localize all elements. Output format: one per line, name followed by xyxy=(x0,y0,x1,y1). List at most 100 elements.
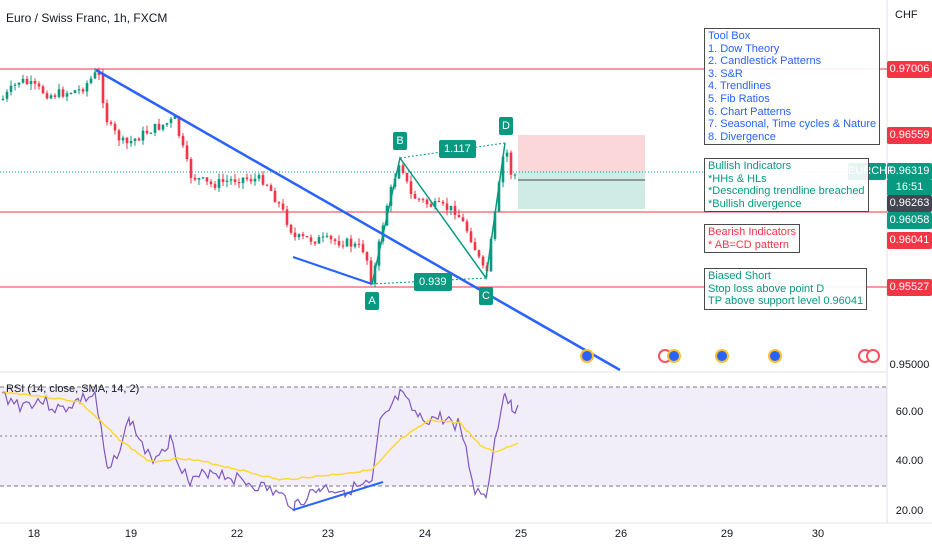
candle-body xyxy=(493,211,497,239)
candle-body xyxy=(237,182,241,184)
candle-body xyxy=(85,82,89,92)
descending-trendline xyxy=(95,68,621,372)
time-label: 29 xyxy=(720,528,734,540)
bullish-item: *Bullish divergence xyxy=(708,197,802,210)
eu-flag-icon[interactable] xyxy=(715,349,729,363)
candle-body xyxy=(421,199,425,201)
price-tick-095000: 0.95000 xyxy=(889,359,930,371)
candle-body xyxy=(121,137,125,141)
candle-body xyxy=(29,81,33,85)
candle-body xyxy=(25,78,29,85)
candle-body xyxy=(9,85,13,92)
candle-body xyxy=(45,93,49,99)
bias-item: Stop loss above point D xyxy=(708,282,825,295)
candle-body xyxy=(209,181,213,185)
ratio-ab-label: 0.939 xyxy=(414,273,452,291)
candle-body xyxy=(345,238,349,247)
toolbox-item: 3. S&R xyxy=(708,67,743,80)
candle-body xyxy=(293,232,297,238)
candle-body xyxy=(309,237,313,242)
candle-body xyxy=(477,250,481,257)
candle-body xyxy=(413,193,417,199)
candle-body xyxy=(249,179,253,182)
candle-body xyxy=(41,86,45,94)
candle-body xyxy=(373,265,377,284)
candle-body xyxy=(397,165,401,179)
ch-flag-icon[interactable] xyxy=(866,349,880,363)
candle-body xyxy=(101,75,105,104)
candle-body xyxy=(137,138,141,141)
rsi-tick-60: 60.00 xyxy=(895,406,924,418)
candle-body xyxy=(505,152,509,157)
candle-body xyxy=(433,201,437,207)
candle-body xyxy=(297,234,301,238)
candle-body xyxy=(457,214,461,218)
time-label: 23 xyxy=(321,528,335,540)
bullish-note[interactable]: Bullish Indicators *HHs & HLs *Descendin… xyxy=(704,158,869,213)
candle-body xyxy=(341,245,345,247)
candle-body xyxy=(89,78,93,83)
price-tag-095527: 0.95527 xyxy=(887,279,932,296)
candle-body xyxy=(277,202,281,204)
candle-body xyxy=(321,236,325,238)
candle-body xyxy=(269,185,273,191)
candle-body xyxy=(113,123,117,131)
candle-body xyxy=(65,93,69,97)
candle-body xyxy=(157,123,161,130)
eu-flag-icon[interactable] xyxy=(667,349,681,363)
toolbox-item: 6. Chart Patterns xyxy=(708,105,792,118)
candle-body xyxy=(417,198,421,200)
candle-body xyxy=(437,201,441,203)
candle-body xyxy=(141,130,145,141)
candle-body xyxy=(253,178,257,182)
take-profit-zone xyxy=(518,171,645,209)
candle-body xyxy=(261,175,265,185)
candle-body xyxy=(241,177,245,184)
candle-body xyxy=(93,72,97,79)
candle-body xyxy=(349,238,353,247)
price-tag-096263: 0.96263 xyxy=(887,195,932,212)
toolbox-item: 8. Divergence xyxy=(708,130,776,143)
price-tag-096041: 0.96041 xyxy=(887,232,932,249)
candle-body xyxy=(405,172,409,182)
toolbox-item: 2. Candlestick Patterns xyxy=(708,55,822,68)
bearish-title: Bearish Indicators xyxy=(708,226,797,238)
bullish-item: *Descending trendline breached xyxy=(708,185,865,198)
candle-body xyxy=(305,236,309,238)
bullish-title: Bullish Indicators xyxy=(708,160,792,172)
candle-body xyxy=(489,238,493,272)
candle-body xyxy=(465,221,469,232)
candle-body xyxy=(273,190,277,203)
toolbox-item: 7. Seasonal, Time cycles & Nature xyxy=(708,118,877,131)
candle-body xyxy=(165,123,169,125)
bearish-note[interactable]: Bearish Indicators * AB=CD pattern xyxy=(704,224,801,254)
toolbox-item: 4. Trendlines xyxy=(708,80,771,93)
eu-flag-icon[interactable] xyxy=(768,349,782,363)
time-label: 30 xyxy=(811,528,825,540)
candle-body xyxy=(197,178,201,180)
candle-body xyxy=(289,224,293,233)
candle-body xyxy=(169,118,173,124)
candle-body xyxy=(73,90,77,94)
candle-body xyxy=(69,93,73,95)
bias-note[interactable]: Biased Short Stop loss above point D TP … xyxy=(704,268,868,310)
candle-body xyxy=(129,140,133,144)
candle-body xyxy=(449,205,453,211)
eu-flag-icon[interactable] xyxy=(580,349,594,363)
candle-body xyxy=(501,156,505,183)
candle-body xyxy=(445,203,449,211)
toolbox-note[interactable]: Tool Box 1. Dow Theory 2. Candlestick Pa… xyxy=(704,28,881,146)
candle-body xyxy=(81,89,85,92)
candle-body xyxy=(461,217,465,222)
candle-body xyxy=(37,83,41,87)
candle-body xyxy=(189,159,193,178)
time-label: 26 xyxy=(614,528,628,540)
candle-body xyxy=(105,103,109,123)
bias-item: TP above support level 0.96041 xyxy=(708,295,864,308)
candle-body xyxy=(225,180,229,182)
candle-body xyxy=(217,179,221,188)
candle-body xyxy=(337,241,341,246)
point-a-label: A xyxy=(365,292,379,310)
candle-body xyxy=(473,242,477,251)
